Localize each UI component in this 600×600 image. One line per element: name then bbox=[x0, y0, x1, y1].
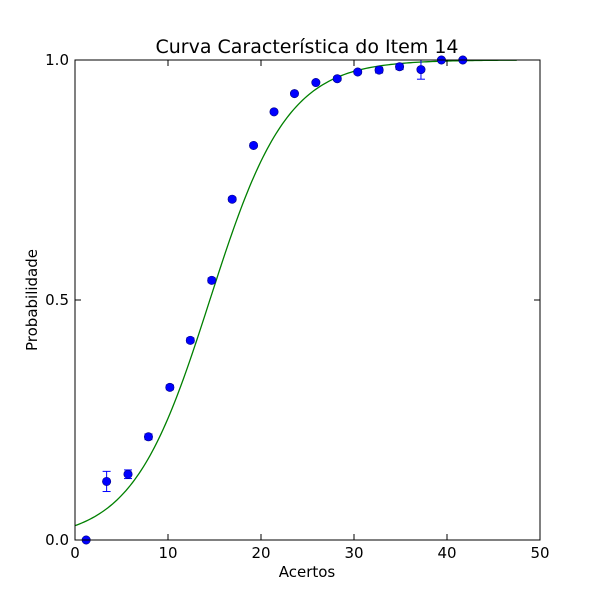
x-tick-label-0: 0 bbox=[70, 544, 80, 562]
x-axis-label: Acertos bbox=[279, 563, 336, 581]
x-tick-label-1: 10 bbox=[158, 544, 177, 562]
data-point-8 bbox=[249, 140, 259, 150]
data-point-12 bbox=[332, 74, 342, 84]
plot-area: 0 10 20 30 40 50 0.0 0.5 1.0 bbox=[45, 51, 549, 562]
x-tick-label-2: 20 bbox=[251, 544, 270, 562]
y-tick-label-0: 0.0 bbox=[45, 531, 69, 549]
y-tick-label-2: 1.0 bbox=[45, 51, 69, 69]
data-point-7 bbox=[227, 194, 237, 204]
x-tick-label-5: 50 bbox=[530, 544, 549, 562]
data-point-10 bbox=[289, 89, 299, 99]
data-point-14 bbox=[374, 65, 384, 75]
data-point-5 bbox=[185, 335, 195, 345]
data-point-16 bbox=[416, 65, 426, 75]
data-point-1 bbox=[102, 476, 112, 486]
data-point-13 bbox=[353, 67, 363, 77]
data-point-9 bbox=[269, 107, 279, 117]
data-point-11 bbox=[311, 78, 321, 88]
data-point-15 bbox=[395, 62, 405, 72]
data-point-4 bbox=[165, 382, 175, 392]
data-point-6 bbox=[207, 275, 217, 285]
x-tick-label-4: 40 bbox=[437, 544, 456, 562]
x-tick-label-3: 30 bbox=[344, 544, 363, 562]
y-tick-label-1: 0.5 bbox=[45, 291, 69, 309]
y-axis-label: Probabilidade bbox=[23, 249, 41, 351]
data-point-3 bbox=[143, 432, 153, 442]
chart-title: Curva Característica do Item 14 bbox=[155, 36, 458, 58]
data-point-2 bbox=[123, 469, 133, 479]
